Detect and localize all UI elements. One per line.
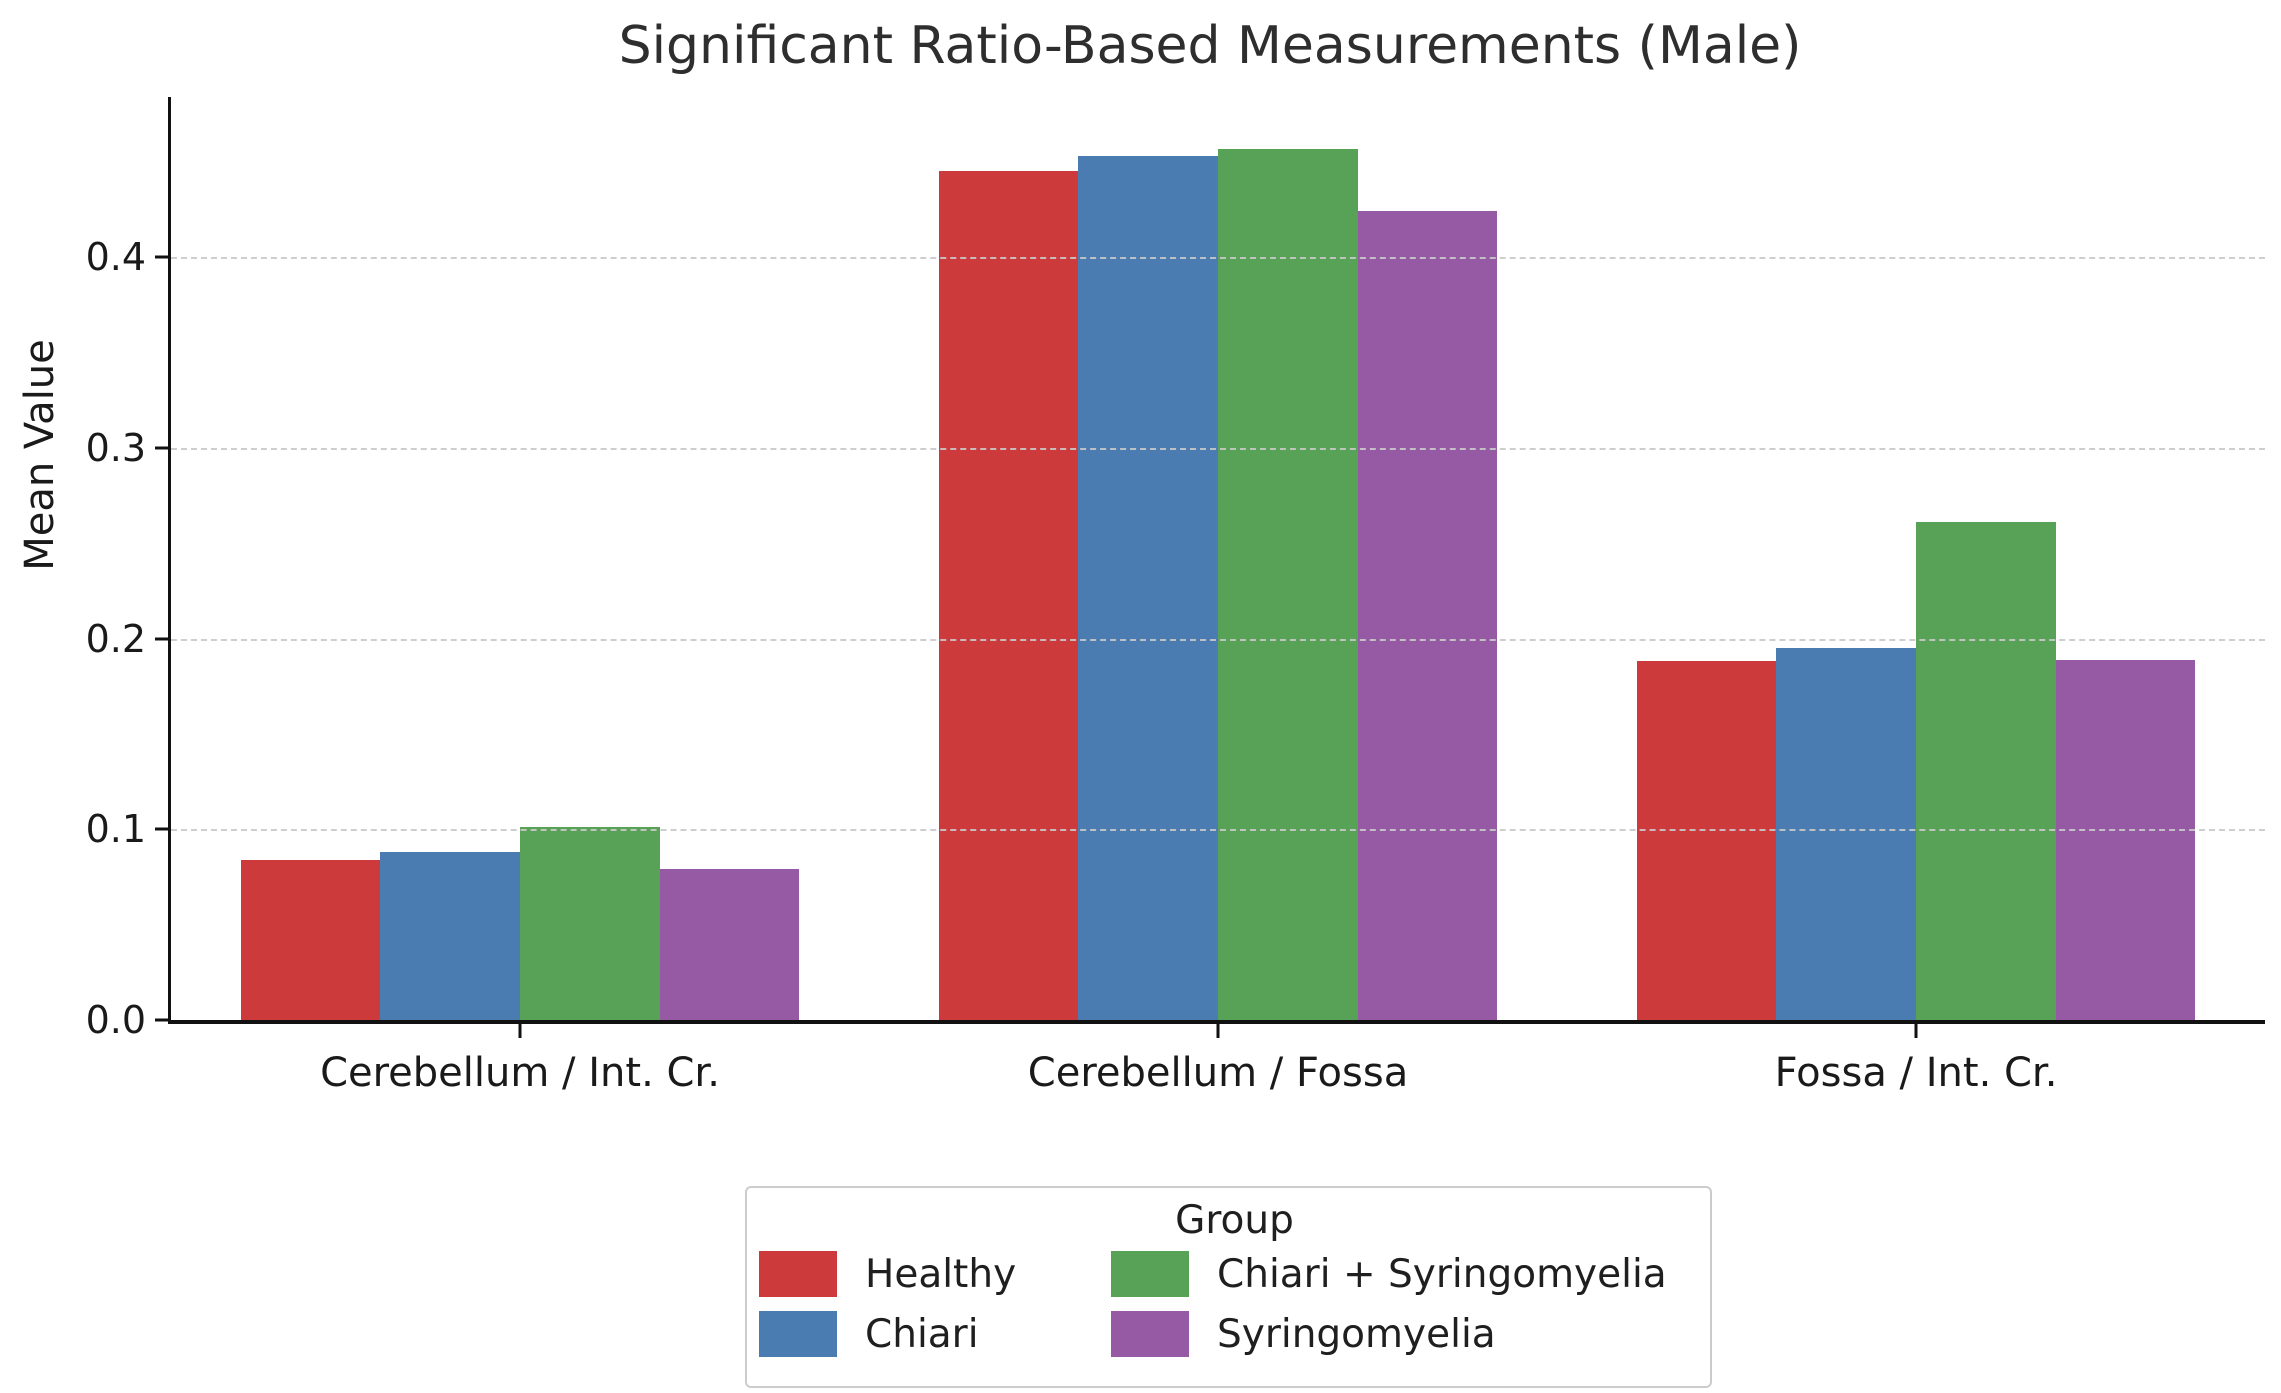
legend-title: Group <box>1175 1198 1294 1243</box>
x-tick-label-fossa-int-cr: Fossa / Int. Cr. <box>1774 1050 2058 1096</box>
gridline-0.2 <box>171 638 2265 641</box>
x-tick-fossa-int-cr <box>1914 1024 1918 1038</box>
y-tick-0.3 <box>155 446 168 450</box>
gridline-0.1 <box>171 829 2265 832</box>
legend-entries: Healthy Chiari + Syringomyelia Chiari Syrin… <box>759 1251 1710 1357</box>
y-tick-0.0 <box>155 1018 168 1022</box>
legend-entry-chiari-syringomyelia: Chiari + Syringomyelia <box>1111 1251 1710 1297</box>
x-tick-cerebellum-int-cr <box>518 1024 522 1038</box>
legend-entry-chiari: Chiari <box>759 1311 1111 1357</box>
gridline-0.4 <box>171 257 2265 260</box>
bar-chiari-fossa-int-cr <box>1776 648 1916 1020</box>
bar-chiari-cerebellum-fossa <box>1078 156 1218 1020</box>
gridline-0.3 <box>171 447 2265 450</box>
x-tick-label-cerebellum-fossa: Cerebellum / Fossa <box>1027 1050 1409 1096</box>
bar-healthy-cerebellum-int-cr <box>240 859 381 1020</box>
bar-chiari-syringomyelia-fossa-int-cr <box>1916 522 2056 1020</box>
legend-label-chiari-syringomyelia: Chiari + Syringomyelia <box>1217 1251 1667 1297</box>
y-tick-label-0.1: 0.1 <box>85 807 146 852</box>
legend: Group Healthy Chiari + Syringomyelia Chiar… <box>745 1186 1712 1388</box>
y-tick-label-0.2: 0.2 <box>85 616 146 661</box>
y-tick-0.4 <box>155 255 168 259</box>
x-tick-label-cerebellum-int-cr: Cerebellum / Int. Cr. <box>320 1050 720 1096</box>
legend-label-syringomyelia: Syringomyelia <box>1217 1311 1496 1357</box>
y-tick-0.2 <box>155 637 168 641</box>
legend-entry-healthy: Healthy <box>759 1251 1111 1297</box>
y-tick-label-0.0: 0.0 <box>85 998 146 1042</box>
bar-healthy-fossa-int-cr <box>1636 661 1777 1020</box>
chart-title: Significant Ratio-Based Measurements (Ma… <box>618 16 1802 76</box>
legend-label-chiari: Chiari <box>865 1311 979 1357</box>
y-axis-label: Mean Value <box>17 339 63 571</box>
legend-swatch-chiari-syringomyelia <box>1111 1251 1189 1297</box>
bar-chiari-syringomyelia-cerebellum-fossa <box>1218 148 1358 1020</box>
bar-chiari-syringomyelia-cerebellum-int-cr <box>520 827 660 1020</box>
plot-area: 0.0 0.1 0.2 0.3 0.4 Cerebellum / Int. Cr. Cere… <box>86 97 2265 1096</box>
legend-label-healthy: Healthy <box>865 1251 1017 1297</box>
y-tick-label-0.3: 0.3 <box>85 425 146 470</box>
bar-chiari-cerebellum-int-cr <box>380 852 520 1020</box>
bar-syringomyelia-fossa-int-cr <box>2055 659 2196 1020</box>
legend-swatch-healthy <box>759 1251 837 1297</box>
bar-syringomyelia-cerebellum-fossa <box>1357 211 1498 1020</box>
y-tick-0.1 <box>155 827 168 831</box>
x-tick-cerebellum-fossa <box>1216 1024 1220 1038</box>
legend-swatch-syringomyelia <box>1111 1311 1189 1357</box>
bar-healthy-cerebellum-fossa <box>938 171 1079 1020</box>
legend-swatch-chiari <box>759 1311 837 1357</box>
legend-entry-syringomyelia: Syringomyelia <box>1111 1311 1710 1357</box>
bar-syringomyelia-cerebellum-int-cr <box>659 869 800 1020</box>
y-tick-label-0.4: 0.4 <box>85 235 146 280</box>
